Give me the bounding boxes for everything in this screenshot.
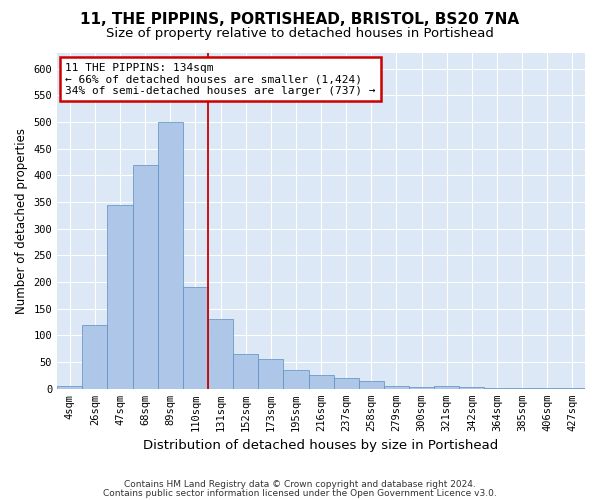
Text: Contains public sector information licensed under the Open Government Licence v3: Contains public sector information licen… [103, 488, 497, 498]
Y-axis label: Number of detached properties: Number of detached properties [15, 128, 28, 314]
Bar [233, 354, 258, 389]
Bar [334, 378, 359, 389]
Bar [308, 376, 334, 389]
Bar [509, 388, 535, 389]
Bar [82, 324, 107, 389]
Text: 11, THE PIPPINS, PORTISHEAD, BRISTOL, BS20 7NA: 11, THE PIPPINS, PORTISHEAD, BRISTOL, BS… [80, 12, 520, 28]
Bar [57, 386, 82, 389]
X-axis label: Distribution of detached houses by size in Portishead: Distribution of detached houses by size … [143, 440, 499, 452]
Bar [460, 387, 484, 389]
Bar [384, 386, 409, 389]
Bar [359, 381, 384, 389]
Bar [107, 204, 133, 389]
Bar [409, 387, 434, 389]
Bar [434, 386, 460, 389]
Text: Contains HM Land Registry data © Crown copyright and database right 2024.: Contains HM Land Registry data © Crown c… [124, 480, 476, 489]
Bar [133, 164, 158, 389]
Bar [535, 388, 560, 389]
Bar [158, 122, 183, 389]
Bar [283, 370, 308, 389]
Text: Size of property relative to detached houses in Portishead: Size of property relative to detached ho… [106, 28, 494, 40]
Bar [183, 288, 208, 389]
Bar [484, 388, 509, 389]
Bar [560, 388, 585, 389]
Text: 11 THE PIPPINS: 134sqm
← 66% of detached houses are smaller (1,424)
34% of semi-: 11 THE PIPPINS: 134sqm ← 66% of detached… [65, 62, 376, 96]
Bar [208, 320, 233, 389]
Bar [258, 360, 283, 389]
